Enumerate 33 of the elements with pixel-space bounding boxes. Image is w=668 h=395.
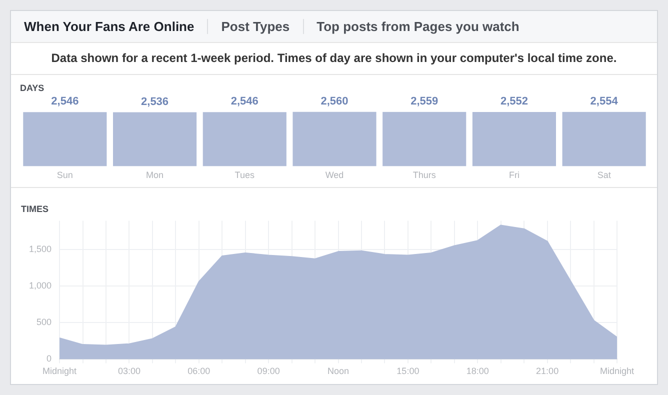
x-tick-label: Noon bbox=[328, 366, 350, 376]
data-label: 2,552 bbox=[500, 96, 528, 108]
x-tick-label: 09:00 bbox=[257, 366, 280, 376]
x-tick-label: Midnight bbox=[600, 366, 634, 376]
y-tick-label: 500 bbox=[36, 317, 52, 328]
x-tick-label: 21:00 bbox=[536, 366, 559, 376]
x-tick-label: Sun bbox=[56, 170, 73, 180]
text: Top posts from Pages you watch bbox=[316, 19, 520, 34]
x-tick-label: 06:00 bbox=[188, 366, 210, 376]
data-label: 2,546 bbox=[230, 96, 258, 108]
y-tick-label: 1,500 bbox=[28, 244, 52, 254]
text: When Your Fans Are Online bbox=[11, 19, 208, 34]
x-tick-label: Thurs bbox=[412, 170, 436, 180]
x-tick-label: 03:00 bbox=[118, 366, 140, 376]
x-tick-label: Sat bbox=[597, 170, 612, 180]
data-label: 2,536 bbox=[141, 96, 169, 108]
x-tick-label: Tues bbox=[234, 170, 255, 180]
x-tick-label: 18:00 bbox=[466, 366, 489, 376]
x-tick-label: 15:00 bbox=[396, 366, 420, 376]
data-label: 2,554 bbox=[590, 95, 619, 108]
text: Post Types bbox=[208, 19, 304, 34]
x-tick-label: Fri bbox=[508, 170, 520, 180]
data-label: 2,560 bbox=[320, 95, 348, 108]
data-label: 2,559 bbox=[410, 95, 438, 108]
chart-title: TIMES bbox=[21, 204, 49, 214]
x-tick-label: Wed bbox=[325, 170, 344, 180]
y-tick-label: 1,000 bbox=[28, 280, 52, 290]
x-tick-label: Midnight bbox=[42, 366, 78, 376]
chart-title: DAYS bbox=[20, 82, 44, 93]
y-tick-label: 0 bbox=[46, 354, 52, 364]
data-label: 2,546 bbox=[51, 96, 79, 108]
x-tick-label: Mon bbox=[146, 170, 164, 180]
text: Data shown for a recent 1-week period. Times of day are shown in your computer's local time zone. bbox=[11, 43, 657, 75]
